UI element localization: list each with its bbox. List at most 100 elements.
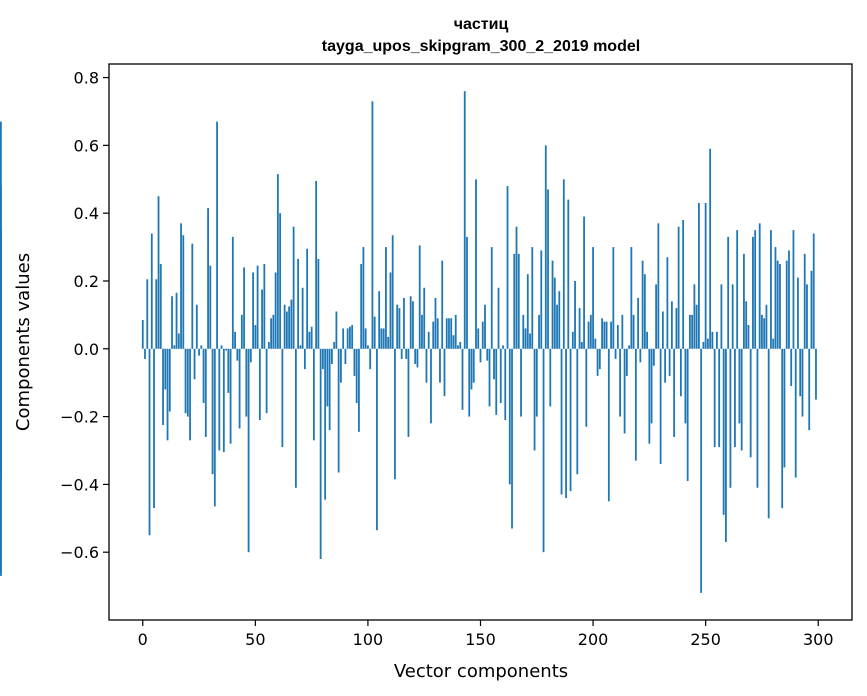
bar-140 xyxy=(457,345,459,349)
bar-195 xyxy=(580,342,583,349)
bar-176 xyxy=(538,314,540,349)
bar-155 xyxy=(490,247,493,349)
bar-105 xyxy=(378,291,381,349)
bar-221 xyxy=(639,348,642,363)
bar-72 xyxy=(303,348,306,370)
bar-270 xyxy=(749,348,752,458)
bar-241 xyxy=(684,348,687,424)
bar-216 xyxy=(628,345,630,349)
bar-88 xyxy=(340,348,342,383)
bar-95 xyxy=(355,348,358,404)
bar-294 xyxy=(803,253,806,349)
bar-85 xyxy=(333,342,336,349)
y-tick-label-0.4: 0.4 xyxy=(74,204,99,223)
bar-138 xyxy=(452,335,455,349)
bar-17 xyxy=(180,223,182,349)
bar-164 xyxy=(511,348,513,529)
bar-163 xyxy=(508,348,511,485)
bar-186 xyxy=(560,348,563,495)
bar-189 xyxy=(567,199,570,349)
bar-47 xyxy=(247,348,250,553)
bar-183 xyxy=(553,277,556,349)
bar-212 xyxy=(619,348,621,417)
bar-150 xyxy=(479,348,482,363)
bar-121 xyxy=(414,348,417,365)
bar-235 xyxy=(670,301,673,349)
bar-129 xyxy=(432,321,435,349)
bar-92 xyxy=(349,326,351,349)
bar-261 xyxy=(729,348,732,488)
bar-39 xyxy=(229,348,232,444)
bar-196 xyxy=(583,216,585,349)
bar-97 xyxy=(360,264,363,349)
bar-279 xyxy=(770,230,772,349)
chart-subtitle: tayga_upos_skipgram_300_2_2019 model xyxy=(322,38,640,55)
bar-239 xyxy=(679,348,682,397)
y-tick-label--0.2: −0.2 xyxy=(60,408,99,427)
bar-139 xyxy=(454,314,457,349)
bar-107 xyxy=(382,328,385,349)
y-tick-label-0.2: 0.2 xyxy=(74,272,99,291)
bar-247 xyxy=(698,203,700,349)
bar-35 xyxy=(220,345,223,349)
bar-291 xyxy=(797,277,799,349)
bar-276 xyxy=(763,318,766,349)
bar-282 xyxy=(776,260,779,349)
bar-115 xyxy=(400,348,403,359)
bar-148 xyxy=(475,179,477,349)
bar-136 xyxy=(448,318,450,349)
bar-142 xyxy=(461,348,464,410)
bar-275 xyxy=(761,314,763,349)
bar-52 xyxy=(258,348,261,420)
bar-9 xyxy=(162,348,164,426)
bar-157 xyxy=(495,348,498,415)
bar-268 xyxy=(745,301,748,349)
bar-280 xyxy=(772,338,775,349)
bar-69 xyxy=(297,258,300,349)
bar-206 xyxy=(605,321,608,349)
bar-199 xyxy=(589,314,592,349)
bar-179 xyxy=(544,145,547,349)
bar-240 xyxy=(682,219,685,349)
bar-112 xyxy=(394,348,396,480)
bar-122 xyxy=(416,348,419,368)
bar-141 xyxy=(459,342,462,349)
bar-108 xyxy=(385,247,387,349)
bar-22 xyxy=(191,243,194,349)
bar-30 xyxy=(209,265,212,349)
bar-274 xyxy=(758,223,761,349)
x-tick-label-100: 100 xyxy=(353,630,384,649)
y-tick-label--0.6: −0.6 xyxy=(60,543,99,562)
bar-43 xyxy=(238,348,241,429)
bar-220 xyxy=(637,297,640,349)
bar-109 xyxy=(387,336,390,349)
bar-undefined xyxy=(0,348,2,573)
bar-225 xyxy=(648,348,651,444)
bar-125 xyxy=(423,287,426,349)
bar-263 xyxy=(734,348,736,448)
bar-200 xyxy=(592,247,594,349)
bar-116 xyxy=(403,297,405,349)
bar-80 xyxy=(321,348,324,370)
bar-26 xyxy=(200,345,203,349)
bar-265 xyxy=(738,348,741,424)
bar-298 xyxy=(812,233,815,349)
bar-297 xyxy=(810,270,813,349)
bar-77 xyxy=(315,180,318,349)
bar-231 xyxy=(661,311,664,349)
bar-217 xyxy=(630,247,633,349)
bar-101 xyxy=(369,348,372,370)
x-tick-label-300: 300 xyxy=(803,630,834,649)
bar-60 xyxy=(276,174,279,349)
bar-207 xyxy=(607,348,610,502)
y-tick-label-0.6: 0.6 xyxy=(74,136,99,155)
bar-113 xyxy=(396,304,399,349)
bar-23 xyxy=(193,348,196,380)
bar-192 xyxy=(574,280,576,349)
bar-41 xyxy=(234,331,236,349)
bar-24 xyxy=(195,304,198,349)
bar-54 xyxy=(263,264,266,349)
bar-215 xyxy=(625,348,628,376)
bar-131 xyxy=(436,318,439,349)
bar-174 xyxy=(533,348,536,451)
